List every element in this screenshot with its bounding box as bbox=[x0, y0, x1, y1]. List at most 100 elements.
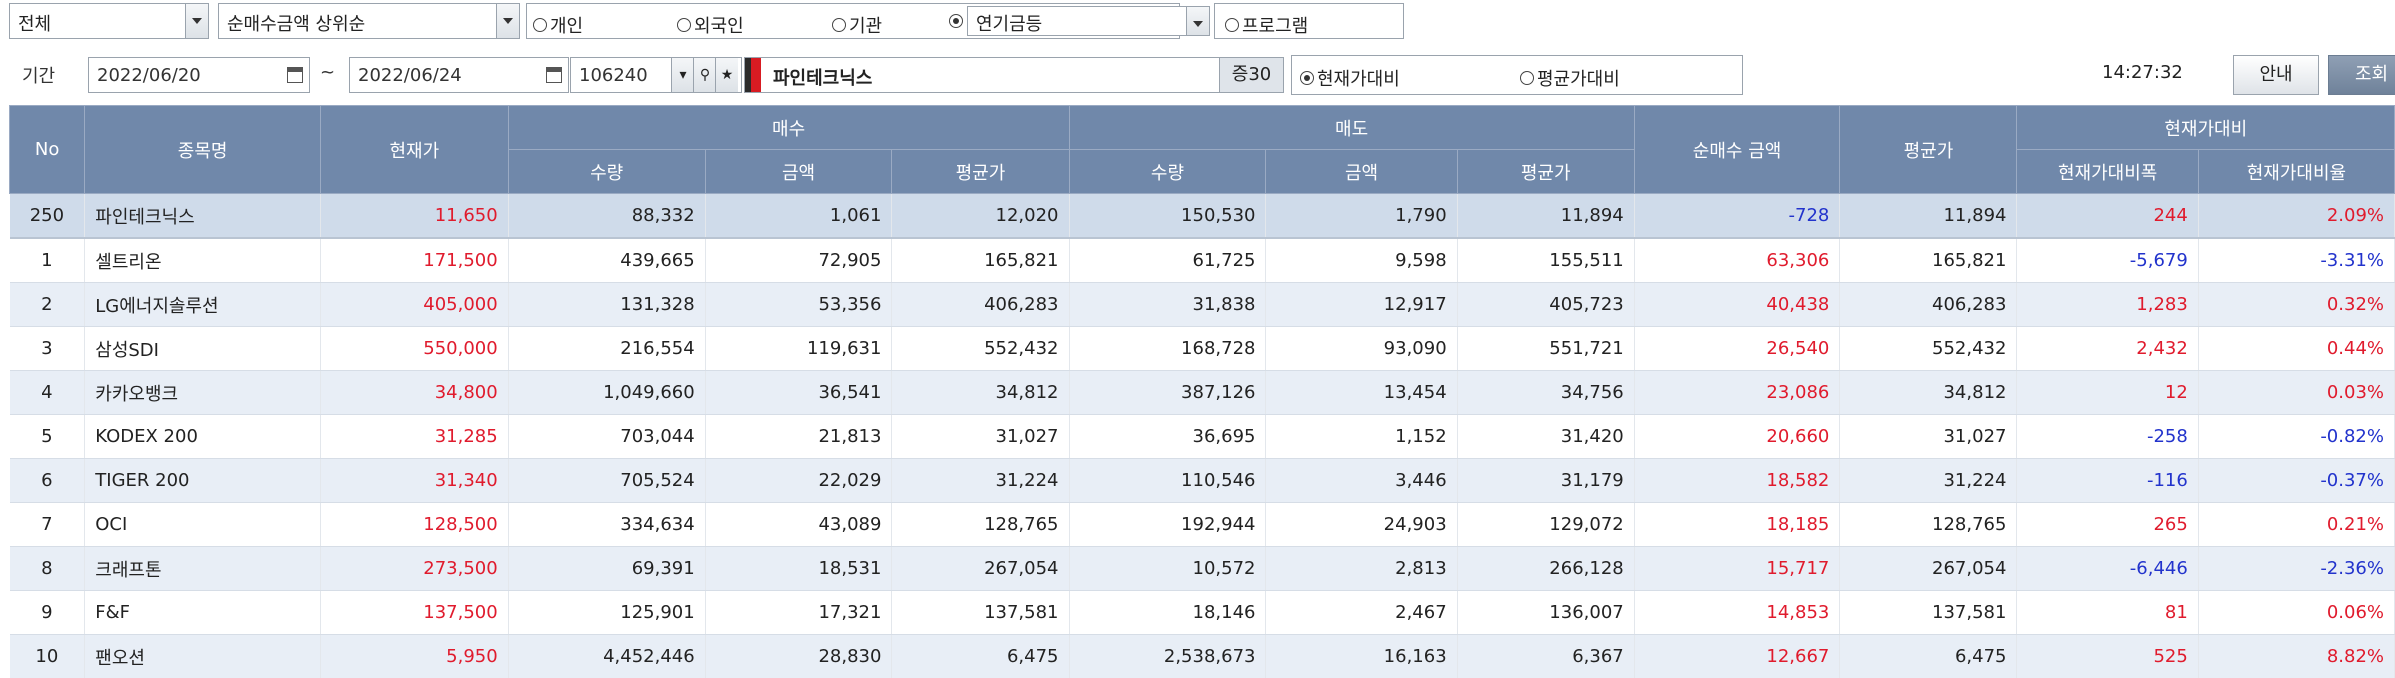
chevron-down-icon[interactable] bbox=[1186, 7, 1209, 35]
col-header-name[interactable]: 종목명 bbox=[84, 105, 321, 194]
col-header-buy-qty[interactable]: 수량 bbox=[507, 149, 706, 194]
cell-buy-qty: 703,044 bbox=[508, 414, 706, 459]
date-from-input[interactable]: 2022/06/20 bbox=[88, 57, 310, 93]
cell-buy-qty: 4,452,446 bbox=[508, 634, 706, 678]
table-row[interactable]: 8 크래프톤 273,500 69,391 18,531 267,054 10,572 2,8… bbox=[9, 546, 2395, 591]
cell-price: 128,500 bbox=[320, 502, 509, 547]
cell-no: 2 bbox=[9, 282, 86, 327]
cell-sell-amt: 12,917 bbox=[1265, 282, 1458, 327]
col-header-net-buy[interactable]: 순매수 금액 bbox=[1633, 105, 1841, 194]
date-to-input[interactable]: 2022/06/24 bbox=[349, 57, 569, 93]
calendar-icon[interactable] bbox=[287, 67, 303, 83]
stock-code-input[interactable]: 106240 ▾ ⚲ ★ bbox=[570, 57, 742, 93]
col-header-buy-amount[interactable]: 금액 bbox=[704, 149, 893, 194]
table-row[interactable]: 10 팬오션 5,950 4,452,446 28,830 6,475 2,538,673 1… bbox=[9, 634, 2395, 678]
guide-button[interactable]: 안내 bbox=[2233, 55, 2319, 95]
cell-price: 550,000 bbox=[320, 326, 509, 371]
radio-selected-icon bbox=[1300, 71, 1314, 85]
cell-rate: -0.82% bbox=[2198, 414, 2395, 459]
col-header-sell-avg[interactable]: 평균가 bbox=[1456, 149, 1635, 194]
sort-select[interactable]: 순매수금액 상위순 bbox=[218, 3, 520, 39]
col-header-vs-diff[interactable]: 현재가대비폭 bbox=[2016, 149, 2199, 194]
table-row[interactable]: 3 삼성SDI 550,000 216,554 119,631 552,432 168,72… bbox=[9, 326, 2395, 371]
col-group-sell: 매도 bbox=[1068, 105, 1635, 150]
col-header-sell-qty[interactable]: 수량 bbox=[1068, 149, 1267, 194]
cell-name: 삼성SDI bbox=[84, 326, 321, 371]
cell-buy-avg: 128,765 bbox=[891, 502, 1070, 547]
col-header-no[interactable]: No bbox=[9, 105, 86, 194]
period-label: 기간 bbox=[22, 66, 56, 87]
cell-no: 1 bbox=[9, 238, 86, 283]
cell-sell-avg: 34,756 bbox=[1457, 370, 1635, 415]
table-row[interactable]: 7 OCI 128,500 334,634 43,089 128,765 192,944 24… bbox=[9, 502, 2395, 547]
table-row[interactable]: 6 TIGER 200 31,340 705,524 22,029 31,224 110,5… bbox=[9, 458, 2395, 503]
cell-price: 31,340 bbox=[320, 458, 509, 503]
chevron-down-icon[interactable] bbox=[185, 4, 208, 38]
cell-buy-amt: 22,029 bbox=[705, 458, 893, 503]
cell-buy-qty: 69,391 bbox=[508, 546, 706, 591]
cell-name: 팬오션 bbox=[84, 634, 321, 678]
cell-no: 8 bbox=[9, 546, 86, 591]
cell-buy-qty: 1,049,660 bbox=[508, 370, 706, 415]
radio-circle-icon bbox=[832, 18, 846, 32]
cell-no: 7 bbox=[9, 502, 86, 547]
cell-avg: 128,765 bbox=[1839, 502, 2018, 547]
cell-sell-avg: 136,007 bbox=[1457, 590, 1635, 635]
pension-select[interactable]: 연기금등 bbox=[967, 6, 1210, 36]
cell-net: 63,306 bbox=[1634, 238, 1841, 283]
date-from-value: 2022/06/20 bbox=[97, 65, 201, 86]
search-button[interactable]: 조회 bbox=[2328, 55, 2395, 95]
table-row[interactable]: 4 카카오뱅크 34,800 1,049,660 36,541 34,812 387,126… bbox=[9, 370, 2395, 415]
calendar-icon[interactable] bbox=[546, 67, 562, 83]
cell-diff: 525 bbox=[2016, 634, 2199, 678]
cell-sell-avg: 551,721 bbox=[1457, 326, 1635, 371]
cell-no: 6 bbox=[9, 458, 86, 503]
col-header-buy-avg[interactable]: 평균가 bbox=[891, 149, 1070, 194]
cell-diff: 1,283 bbox=[2016, 282, 2199, 327]
stock-indicator-bar bbox=[745, 58, 751, 92]
cell-avg: 137,581 bbox=[1839, 590, 2018, 635]
cell-name: KODEX 200 bbox=[84, 414, 321, 459]
chevron-down-icon[interactable] bbox=[496, 4, 519, 38]
cell-buy-amt: 36,541 bbox=[705, 370, 893, 415]
cell-price: 171,500 bbox=[320, 238, 509, 283]
radio-pension[interactable] bbox=[949, 12, 966, 33]
cell-buy-amt: 53,356 bbox=[705, 282, 893, 327]
cell-buy-qty: 88,332 bbox=[508, 193, 706, 239]
cell-name: TIGER 200 bbox=[84, 458, 321, 503]
cell-net: 12,667 bbox=[1634, 634, 1841, 678]
radio-individual[interactable]: 개인 bbox=[533, 12, 583, 38]
col-header-vs-rate[interactable]: 현재가대비율 bbox=[2197, 149, 2395, 194]
pinned-stock-row[interactable]: 250 파인테크닉스 11,650 88,332 1,061 12,020 150,530 1… bbox=[9, 193, 2395, 239]
radio-program[interactable]: 프로그램 bbox=[1225, 12, 1308, 38]
radio-vs-average[interactable]: 평균가대비 bbox=[1520, 65, 1620, 91]
col-header-sell-amount[interactable]: 금액 bbox=[1265, 149, 1458, 194]
cell-no: 3 bbox=[9, 326, 86, 371]
star-icon[interactable]: ★ bbox=[715, 58, 738, 92]
cell-sell-qty: 150,530 bbox=[1069, 193, 1267, 239]
cell-net: -728 bbox=[1634, 193, 1841, 239]
cell-price: 137,500 bbox=[320, 590, 509, 635]
radio-vs-current[interactable]: 현재가대비 bbox=[1300, 65, 1400, 91]
table-row[interactable]: 9 F&F 137,500 125,901 17,321 137,581 18,146 2,4… bbox=[9, 590, 2395, 635]
table-row[interactable]: 2 LG에너지솔루션 405,000 131,328 53,356 406,283 31,8… bbox=[9, 282, 2395, 327]
cell-sell-amt: 13,454 bbox=[1265, 370, 1458, 415]
radio-foreign[interactable]: 외국인 bbox=[677, 12, 744, 38]
cell-sell-qty: 61,725 bbox=[1069, 238, 1267, 283]
radio-circle-icon bbox=[533, 18, 547, 32]
cell-buy-amt: 18,531 bbox=[705, 546, 893, 591]
cell-diff: -6,446 bbox=[2016, 546, 2199, 591]
cell-name: F&F bbox=[84, 590, 321, 635]
chevron-down-icon[interactable]: ▾ bbox=[671, 58, 694, 92]
table-row[interactable]: 5 KODEX 200 31,285 703,044 21,813 31,027 36,69… bbox=[9, 414, 2395, 459]
col-header-avg[interactable]: 평균가 bbox=[1839, 105, 2018, 194]
cell-buy-avg: 406,283 bbox=[891, 282, 1070, 327]
radio-institution[interactable]: 기관 bbox=[832, 12, 882, 38]
table-row[interactable]: 1 셀트리온 171,500 439,665 72,905 165,821 61,725 9,… bbox=[9, 238, 2395, 283]
col-header-price[interactable]: 현재가 bbox=[320, 105, 509, 194]
market-select[interactable]: 전체 bbox=[9, 3, 209, 39]
stock-color-flag bbox=[751, 58, 761, 92]
cell-buy-avg: 6,475 bbox=[891, 634, 1070, 678]
cell-rate: -3.31% bbox=[2198, 238, 2395, 283]
search-icon[interactable]: ⚲ bbox=[693, 58, 716, 92]
